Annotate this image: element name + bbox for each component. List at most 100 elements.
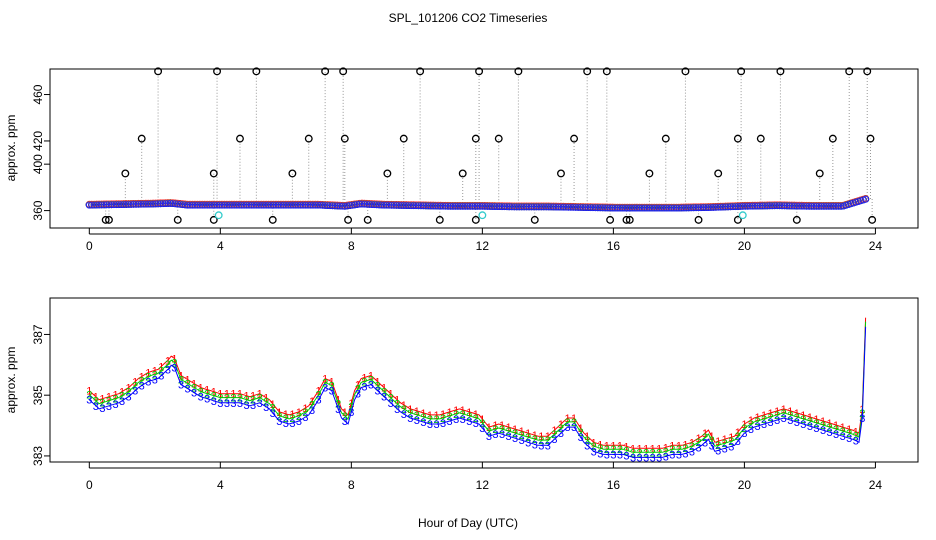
- series-marker-2: 2: [558, 423, 564, 435]
- series-marker-1: 1: [230, 389, 236, 401]
- series-marker-2: 2: [394, 399, 400, 411]
- bottom-x-tick-label: 0: [86, 478, 93, 492]
- series-marker-3: 3: [86, 395, 92, 407]
- series-marker-1: 1: [394, 395, 400, 407]
- series-marker-1: 1: [401, 400, 407, 412]
- series-marker-2: 2: [171, 357, 177, 369]
- series-marker-3: 3: [591, 446, 597, 458]
- series-marker-3: 3: [211, 396, 217, 408]
- series-marker-1: 1: [198, 383, 204, 395]
- spike-point: [815, 169, 824, 178]
- series-marker-3: 3: [512, 433, 518, 445]
- low-point: [268, 215, 277, 224]
- series-marker-2: 2: [807, 416, 813, 428]
- series-marker-3: 3: [859, 413, 865, 425]
- series-marker-3: 3: [99, 403, 105, 415]
- series-marker-1: 1: [479, 414, 485, 426]
- series-marker-3: 3: [669, 449, 675, 461]
- series-marker-2: 2: [506, 426, 512, 438]
- series-marker-1: 1: [695, 433, 701, 445]
- bottom-y-tick-label: 383: [31, 446, 45, 466]
- series-marker-2: 2: [93, 396, 99, 408]
- series-marker-2: 2: [669, 444, 675, 456]
- top-x-tick-label: 20: [738, 239, 752, 253]
- top-x-tick-label: 0: [86, 239, 93, 253]
- series-marker-1: 1: [499, 420, 505, 432]
- bottom-x-tick-label: 24: [869, 478, 883, 492]
- bottom-x-tick-label: 16: [607, 478, 621, 492]
- series-marker-2: 2: [355, 384, 361, 396]
- series-marker-1: 1: [584, 431, 590, 443]
- series-marker-1: 1: [427, 410, 433, 422]
- series-marker-3: 3: [296, 416, 302, 428]
- series-marker-3: 3: [551, 434, 557, 446]
- series-marker-2: 2: [663, 446, 669, 458]
- series-marker-2: 2: [702, 432, 708, 444]
- series-marker-2: 2: [388, 393, 394, 405]
- series-marker-3: 3: [289, 418, 295, 430]
- series-marker-3: 3: [348, 407, 354, 419]
- series-marker-1: 1: [86, 386, 92, 398]
- series-marker-2: 2: [224, 393, 230, 405]
- series-marker-2: 2: [538, 435, 544, 447]
- series-line-1: [88, 317, 867, 449]
- series-marker-2: 2: [695, 437, 701, 449]
- series-marker-3: 3: [853, 436, 859, 448]
- series-marker-3: 3: [447, 416, 453, 428]
- spike-point: [514, 67, 523, 76]
- series-marker-2: 2: [342, 411, 348, 423]
- series-marker-1: 1: [289, 409, 295, 421]
- series-marker-1: 1: [112, 390, 118, 402]
- series-marker-2: 2: [486, 426, 492, 438]
- series-marker-2: 2: [361, 376, 367, 388]
- series-marker-1: 1: [656, 443, 662, 455]
- series-marker-3: 3: [257, 398, 263, 410]
- series-marker-3: 3: [663, 451, 669, 463]
- series-marker-3: 3: [676, 449, 682, 461]
- series-marker-3: 3: [637, 452, 643, 464]
- series-marker-3: 3: [243, 400, 249, 412]
- series-marker-1: 1: [178, 370, 184, 382]
- series-marker-1: 1: [630, 443, 636, 455]
- series-marker-3: 3: [643, 452, 649, 464]
- series-marker-2: 2: [329, 380, 335, 392]
- series-marker-2: 2: [728, 436, 734, 448]
- series-marker-1: 1: [663, 442, 669, 454]
- series-marker-3: 3: [768, 417, 774, 429]
- series-marker-3: 3: [460, 414, 466, 426]
- series-marker-2: 2: [630, 447, 636, 459]
- series-marker-3: 3: [414, 415, 420, 427]
- spike-point: [121, 169, 130, 178]
- spike-point: [776, 67, 785, 76]
- series-marker-3: 3: [329, 386, 335, 398]
- series-marker-2: 2: [185, 378, 191, 390]
- series-marker-1: 1: [787, 406, 793, 418]
- series-marker-1: 1: [525, 428, 531, 440]
- series-marker-1: 1: [433, 410, 439, 422]
- series-marker-3: 3: [270, 408, 276, 420]
- series-marker-2: 2: [564, 417, 570, 429]
- series-marker-1: 1: [224, 389, 230, 401]
- low-point: [209, 215, 218, 224]
- series-marker-2: 2: [800, 414, 806, 426]
- series-marker-2: 2: [689, 441, 695, 453]
- bottom-y-axis-label: approx. ppm: [4, 347, 18, 414]
- series-marker-2: 2: [316, 390, 322, 402]
- bottom-x-tick-label: 12: [476, 478, 490, 492]
- low-point: [435, 215, 444, 224]
- series-marker-2: 2: [610, 444, 616, 456]
- series-marker-3: 3: [702, 437, 708, 449]
- low-point: [363, 215, 372, 224]
- series-marker-2: 2: [761, 414, 767, 426]
- series-marker-2: 2: [158, 365, 164, 377]
- series-marker-3: 3: [761, 419, 767, 431]
- series-marker-3: 3: [754, 421, 760, 433]
- series-marker-2: 2: [322, 377, 328, 389]
- series-marker-3: 3: [741, 428, 747, 440]
- series-marker-3: 3: [538, 440, 544, 452]
- series-marker-1: 1: [440, 409, 446, 421]
- series-marker-1: 1: [637, 443, 643, 455]
- spike-point: [714, 169, 723, 178]
- series-marker-3: 3: [564, 422, 570, 434]
